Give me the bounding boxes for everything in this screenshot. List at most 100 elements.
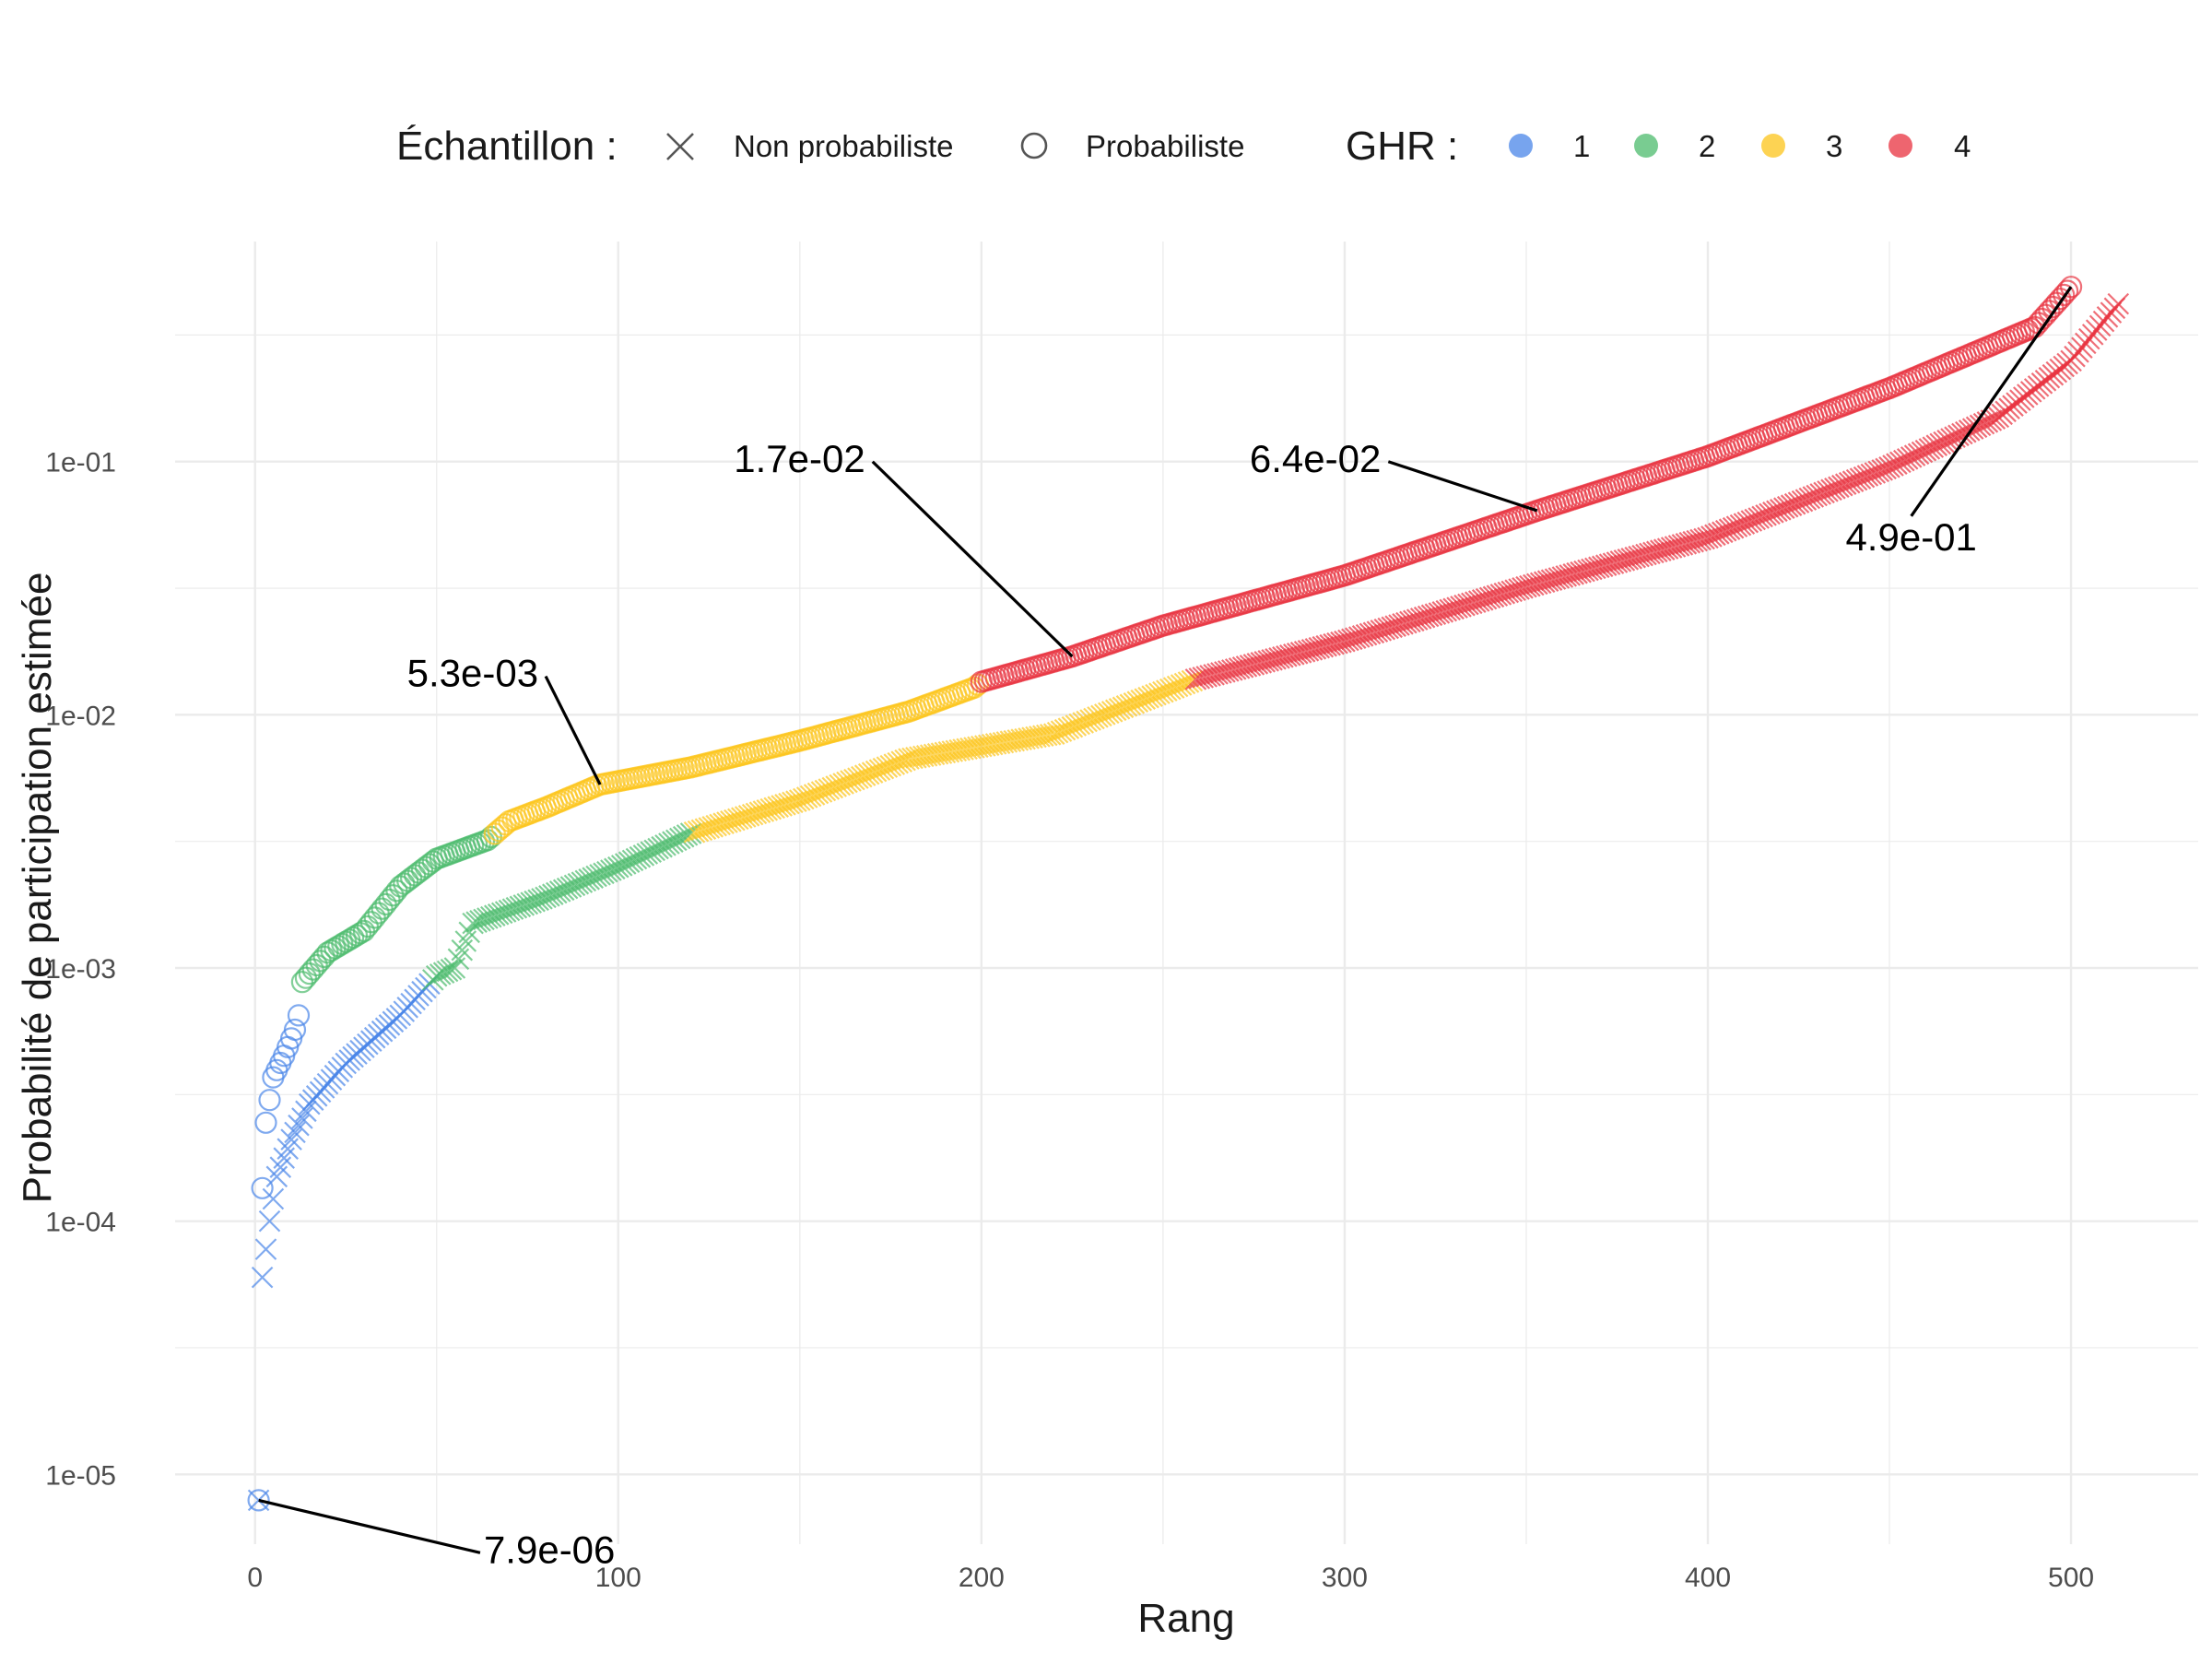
data-point-cross <box>654 834 677 856</box>
data-point-cross <box>610 855 633 877</box>
series-non-probabiliste <box>247 292 2130 1512</box>
legend-item-ghr-4: 4 <box>1888 129 1971 163</box>
data-point-cross <box>825 775 847 797</box>
data-point-cross <box>1838 471 1861 494</box>
data-point-cross <box>793 787 815 810</box>
data-point-cross <box>1809 483 1831 505</box>
data-point-cross <box>280 1128 302 1151</box>
data-point-cross <box>1900 446 1923 468</box>
data-point-cross <box>1083 707 1105 730</box>
data-point-cross <box>810 781 833 803</box>
data-point-cross <box>1718 518 1741 540</box>
data-point-cross <box>669 827 691 850</box>
data-point-cross <box>1115 695 1138 717</box>
data-point-cross <box>1170 674 1193 696</box>
data-point-circle <box>287 1004 311 1027</box>
data-point-cross <box>1751 505 1773 528</box>
x-tick-label: 300 <box>1322 1563 1368 1593</box>
data-point-cross <box>258 1210 281 1233</box>
data-point-cross <box>883 753 906 775</box>
data-point-cross <box>879 754 902 777</box>
data-point-cross <box>1911 441 1934 464</box>
data-point-cross <box>1907 443 1930 466</box>
data-point-cross <box>531 888 553 910</box>
data-point-cross <box>1119 693 1142 716</box>
data-point-cross <box>1856 465 1879 487</box>
annotation-layer: 7.9e-06 5.3e-03 1.7e-02 6.4e-02 4.9e-01 <box>258 286 2073 1571</box>
annotation-label: 5.3e-03 <box>407 652 538 695</box>
y-tick-label: 1e-04 <box>45 1208 116 1238</box>
data-point-cross <box>1783 492 1806 515</box>
data-point-cross <box>1914 439 1937 462</box>
legend-color-swatch-3 <box>1761 134 1785 158</box>
data-point-cross <box>1747 507 1770 529</box>
data-point-cross <box>1072 712 1094 734</box>
legend-label-probabiliste: Probabiliste <box>1086 129 1244 163</box>
data-point-cross <box>1722 516 1745 539</box>
data-point-cross <box>284 1121 306 1144</box>
data-point-cross <box>1806 484 1828 507</box>
data-point-cross <box>538 885 560 907</box>
annotation-leader-line <box>1910 286 2073 517</box>
data-point-cross <box>1951 422 1973 445</box>
data-point-cross <box>1100 701 1124 723</box>
data-point-cross <box>1820 478 1842 502</box>
data-point-cross <box>1893 449 1915 472</box>
x-tick-label: 100 <box>595 1563 641 1593</box>
data-point-cross <box>1134 688 1156 710</box>
data-point-cross <box>1759 502 1781 525</box>
data-point-cross <box>262 1187 285 1210</box>
data-point-cross <box>868 759 891 781</box>
data-point-cross <box>2107 292 2130 315</box>
legend-item-ghr-1: 1 <box>1509 129 1590 163</box>
data-point-cross <box>1126 690 1149 713</box>
data-point-cross <box>1802 486 1825 508</box>
data-point-cross <box>658 832 680 855</box>
data-point-cross <box>440 958 463 981</box>
annotation-leader-line <box>871 460 1074 658</box>
data-point-cross <box>1834 473 1857 495</box>
data-point-cross <box>1813 481 1835 504</box>
data-point-cross <box>1889 451 1912 474</box>
data-point-cross <box>1936 430 1959 452</box>
data-point-cross <box>1824 478 1846 500</box>
annotation-label: 6.4e-02 <box>1250 437 1381 480</box>
data-point-cross <box>618 851 641 873</box>
data-point-cross <box>1708 523 1730 545</box>
data-point-cross <box>821 776 844 799</box>
data-point-cross <box>1740 510 1763 532</box>
data-point-circle <box>247 1489 270 1512</box>
data-point-circle <box>2056 279 2079 302</box>
data-point-cross <box>1050 720 1073 742</box>
data-point-cross <box>1162 677 1185 699</box>
y-tick-label: 1e-03 <box>45 954 116 985</box>
data-point-cross <box>1704 524 1726 547</box>
data-point-cross <box>1145 683 1167 706</box>
data-point-cross <box>1972 412 1995 435</box>
data-point-cross <box>1700 525 1723 548</box>
axis-layer: Rang Probabilité de participation estimé… <box>15 448 2094 1641</box>
data-point-cross <box>1831 474 1853 497</box>
data-point-cross <box>651 835 673 858</box>
data-point-cross <box>451 938 474 962</box>
data-point-cross <box>643 839 665 862</box>
data-point-cross <box>621 849 644 872</box>
data-point-cross <box>647 837 669 860</box>
data-point-circle <box>254 1111 277 1134</box>
data-point-cross <box>288 1114 310 1137</box>
data-point-cross <box>843 768 865 791</box>
data-point-cross <box>614 853 637 875</box>
data-point-cross <box>1791 490 1814 513</box>
data-point-cross <box>1766 500 1788 523</box>
data-point-circle <box>2053 283 2076 306</box>
data-point-cross <box>1845 468 1868 491</box>
data-point-cross <box>1929 432 1951 455</box>
data-point-cross <box>1076 710 1098 733</box>
data-point-cross <box>527 889 549 912</box>
data-point-cross <box>1969 414 1992 437</box>
data-point-cross <box>887 751 909 774</box>
data-point-cross <box>818 778 841 800</box>
y-tick-label: 1e-01 <box>45 448 116 478</box>
